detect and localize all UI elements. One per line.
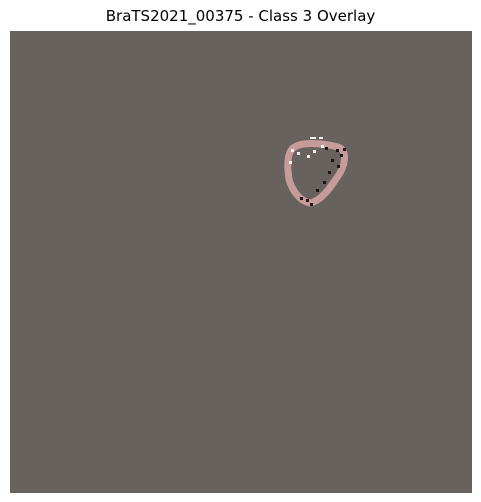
class-3-tumor-outline (284, 137, 348, 207)
figure-title: BraTS2021_00375 - Class 3 Overlay (105, 7, 376, 25)
mri-overlay-image (10, 31, 472, 493)
mri-slice-background (10, 31, 472, 493)
